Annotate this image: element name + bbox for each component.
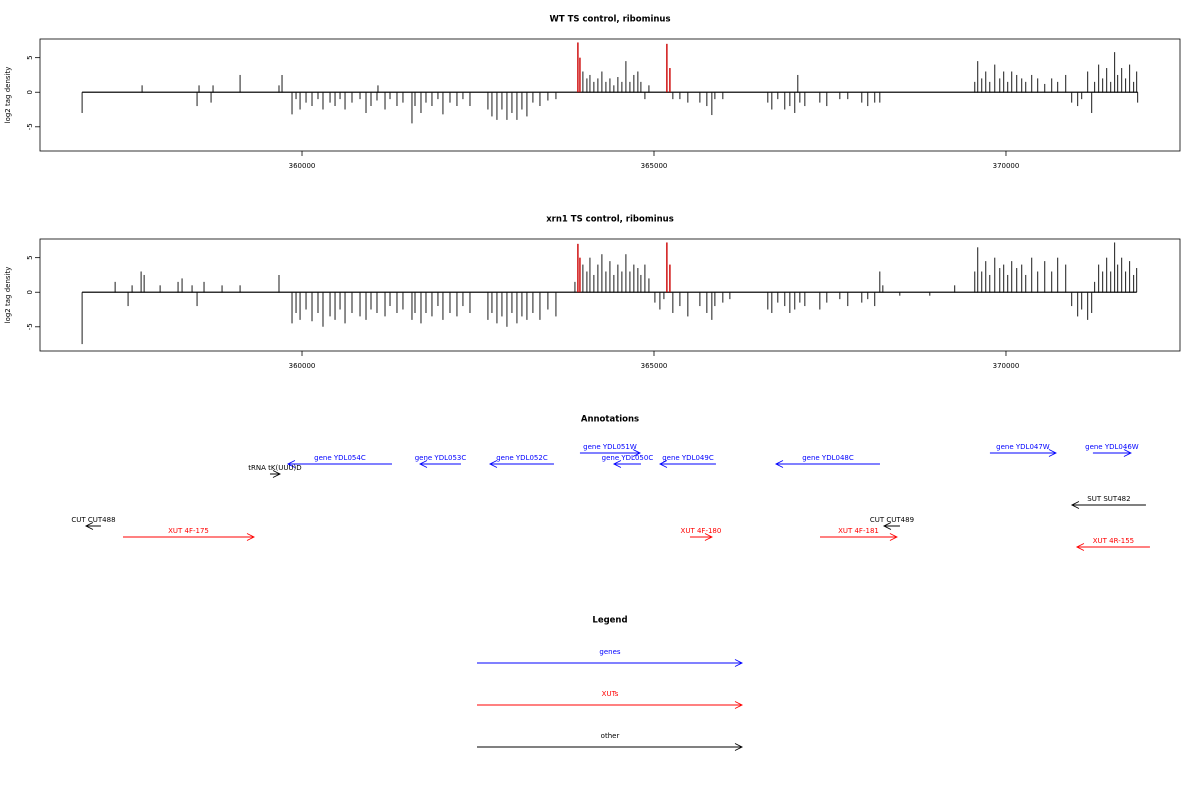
y-tick-label: 5 <box>26 55 34 59</box>
feature-label: XUT 4F-181 <box>838 527 879 535</box>
legend-label: genes <box>599 648 620 656</box>
feature-label: XUT 4R-155 <box>1093 537 1134 545</box>
y-tick-label: -5 <box>26 123 34 130</box>
feature-arrow <box>612 460 641 468</box>
feature-arrow <box>1092 449 1132 457</box>
y-tick-label: 0 <box>26 290 34 294</box>
plot-frame <box>39 38 1181 152</box>
x-tick-label: 370000 <box>993 162 1020 170</box>
feature-label: gene YDL049C <box>662 454 714 462</box>
feature-arrow <box>882 522 900 530</box>
feature-label: gene YDL053C <box>415 454 467 462</box>
feature-label: gene YDL048C <box>802 454 854 462</box>
feature-label: XUT 4F-180 <box>681 527 722 535</box>
y-axis-label: log2 tag density <box>4 267 12 324</box>
feature-arrow <box>122 533 256 541</box>
feature-arrow <box>579 449 641 457</box>
chart-title: WT TS control, ribominus <box>549 15 670 25</box>
feature-label: gene YDL052C <box>496 454 548 462</box>
feature-label: XUT 4F-175 <box>168 527 209 535</box>
plot-frame <box>39 238 1181 352</box>
x-tick-label: 360000 <box>289 362 316 370</box>
feature-label: gene YDL046W <box>1085 443 1139 451</box>
x-tick-label: 370000 <box>993 362 1020 370</box>
legend-title: Legend <box>592 616 627 626</box>
feature-label: gene YDL051W <box>583 443 637 451</box>
x-tick-label: 365000 <box>641 362 668 370</box>
y-tick-label: 0 <box>26 90 34 94</box>
chart-title: xrn1 TS control, ribominus <box>546 215 674 225</box>
y-axis-label: log2 tag density <box>4 67 12 124</box>
legend-arrow <box>477 743 744 751</box>
feature-label: tRNA tK(UUU)D <box>248 464 301 472</box>
feature-arrow <box>286 460 392 468</box>
legend-label: XUTs <box>602 690 619 698</box>
feature-arrow <box>658 460 716 468</box>
feature-arrow <box>989 449 1057 457</box>
feature-label: gene YDL050C <box>602 454 654 462</box>
feature-arrow <box>84 522 101 530</box>
feature-arrow <box>1070 501 1146 509</box>
feature-arrow <box>689 533 713 541</box>
x-tick-label: 360000 <box>289 162 316 170</box>
feature-label: gene YDL054C <box>314 454 366 462</box>
x-tick-label: 365000 <box>641 162 668 170</box>
feature-label: SUT SUT482 <box>1087 495 1130 503</box>
y-tick-label: -5 <box>26 323 34 330</box>
y-tick-label: 5 <box>26 255 34 259</box>
feature-arrow <box>418 460 461 468</box>
feature-arrow <box>488 460 554 468</box>
chart-title: Annotations <box>581 415 639 425</box>
feature-label: gene YDL047W <box>996 443 1050 451</box>
feature-label: CUT CUT488 <box>71 516 115 524</box>
legend-arrow <box>477 659 744 667</box>
legend-arrow <box>477 701 744 709</box>
feature-label: CUT CUT489 <box>870 516 914 524</box>
legend-label: other <box>601 732 620 740</box>
feature-arrow <box>819 533 898 541</box>
feature-arrow <box>774 460 880 468</box>
feature-arrow <box>1075 543 1150 551</box>
feature-arrow <box>269 470 281 478</box>
